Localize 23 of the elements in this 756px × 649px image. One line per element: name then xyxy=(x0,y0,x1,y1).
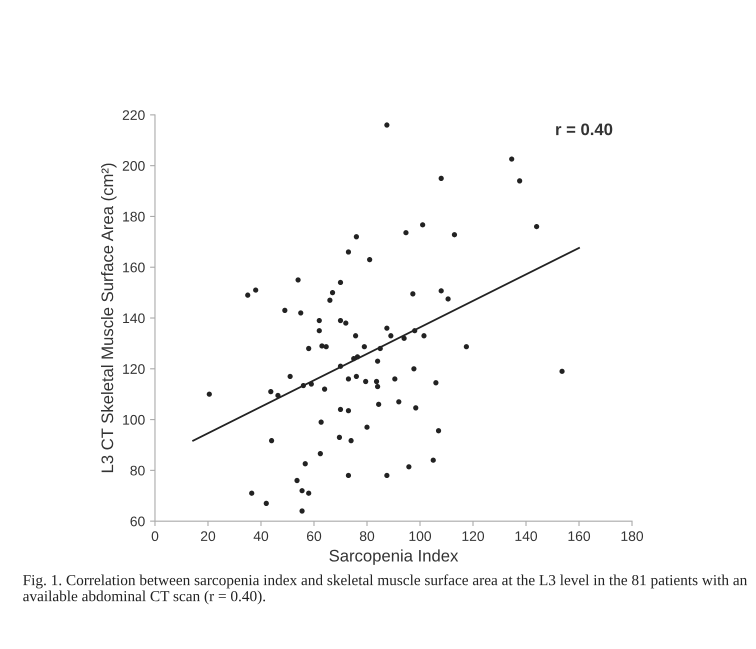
y-tick-label: 120 xyxy=(123,364,145,374)
y-tick-label: 140 xyxy=(123,313,145,324)
y-tick-label: 100 xyxy=(123,414,145,425)
y-tick-label: 60 xyxy=(130,516,145,526)
x-tick-label: 140 xyxy=(515,531,538,542)
x-tick-label: 0 xyxy=(152,531,158,542)
y-axis-title: L3 CT Skeletal Muscle Surface Area (cm²) xyxy=(100,164,117,472)
x-tick-label: 100 xyxy=(409,531,432,542)
x-tick-label: 40 xyxy=(254,531,268,542)
x-tick-label: 80 xyxy=(360,531,374,542)
x-tick-label: 60 xyxy=(306,531,322,542)
y-tick-label: 160 xyxy=(123,262,145,272)
y-tick-label: 220 xyxy=(122,110,145,120)
x-tick-label: 120 xyxy=(462,531,484,542)
y-tick-label: 80 xyxy=(130,466,145,476)
annotation: r = 0.40 xyxy=(556,123,612,136)
x-axis-title: Sarcopenia Index xyxy=(329,549,458,565)
y-tick-label: 180 xyxy=(123,212,145,222)
x-tick-label: 20 xyxy=(200,531,216,542)
x-tick-label: 180 xyxy=(621,531,644,542)
x-tick-label: 160 xyxy=(568,531,590,542)
caption: Fig. 1. Correlation between sarcopenia index and skeletal muscle surface area at the L3 level in the 81 patients with an available abdominal CT scan (r = 0.40). xyxy=(23,574,748,604)
y-tick-label: 200 xyxy=(122,160,145,171)
